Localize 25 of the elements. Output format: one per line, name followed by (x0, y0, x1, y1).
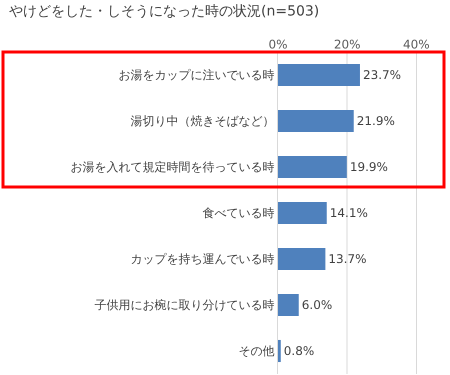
y-tick-label: 食べている時 (202, 206, 275, 220)
y-tick-label: その他 (238, 344, 275, 358)
data-label: 6.0% (302, 298, 332, 312)
bar (278, 64, 360, 86)
y-tick-label: お湯をカップに注いでいる時 (118, 68, 275, 82)
bar (278, 340, 281, 362)
data-label: 0.8% (284, 344, 314, 358)
x-tick-label: 40% (402, 38, 430, 52)
y-tick-label: 子供用にお椀に取り分けている時 (94, 298, 275, 312)
data-label: 23.7% (362, 68, 402, 82)
x-tick-label: 0% (268, 38, 288, 52)
data-label: 21.9% (356, 114, 395, 128)
bar (278, 156, 347, 178)
y-tick-label: カップを持ち運んでいる時 (130, 252, 275, 266)
y-tick-label: 湯切り中（焼きそばなど） (130, 114, 275, 128)
y-tick-label: お湯を入れて規定時間を待っている時 (70, 160, 275, 174)
text: やけどをした・しそうになった時の状況(n=503) (9, 3, 320, 20)
data-label: 19.9% (350, 160, 388, 174)
bar (278, 248, 326, 270)
data-label: 14.1% (330, 206, 368, 220)
bar (278, 202, 327, 224)
bar (278, 110, 354, 132)
x-tick-label: 20% (334, 38, 361, 52)
bar (278, 294, 299, 316)
data-label: 13.7% (328, 252, 367, 266)
